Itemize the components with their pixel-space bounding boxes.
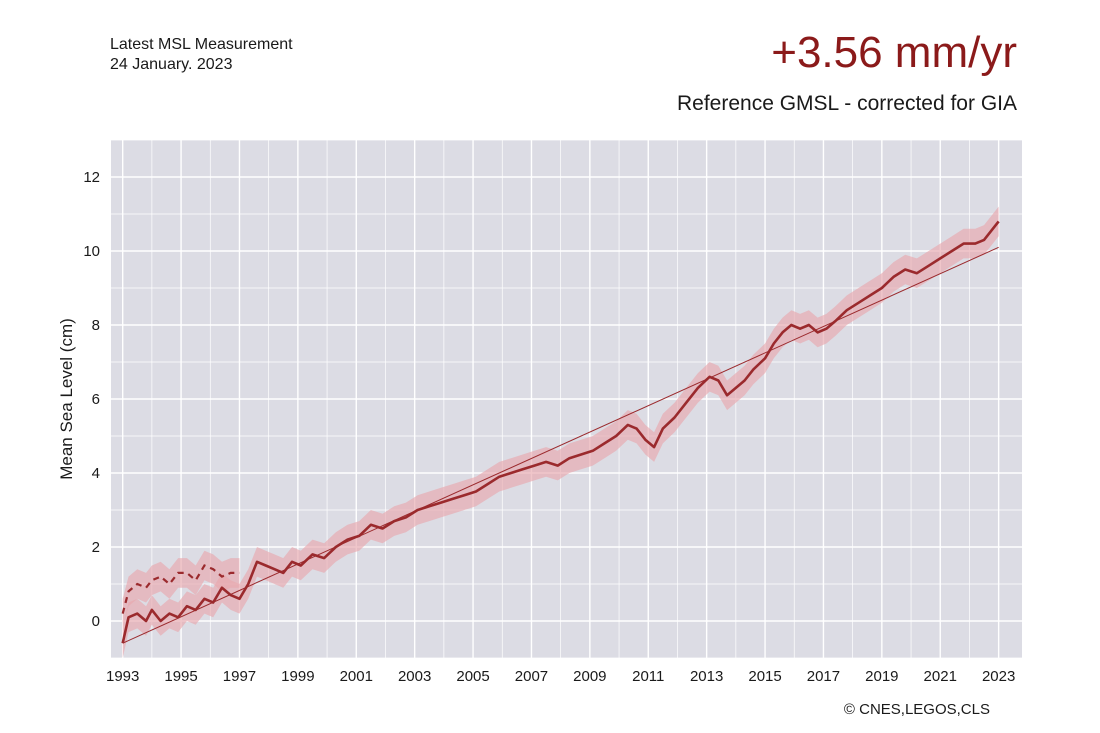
x-tick-label: 2013 [690, 668, 723, 685]
y-tick-label: 2 [92, 539, 100, 556]
x-tick-label: 2011 [632, 668, 664, 685]
uncertainty-band-dashed [122, 550, 240, 629]
x-tick-label: 2009 [573, 668, 606, 685]
x-tick-label: 1999 [281, 668, 314, 685]
trend-line [122, 246, 999, 644]
y-tick-label: 8 [92, 317, 100, 334]
gmsl-line [121, 220, 1000, 644]
copyright-text: © CNES,LEGOS,CLS [843, 701, 990, 718]
measurement-date: 24 January. 2023 [110, 56, 233, 73]
x-tick-label: 2015 [748, 668, 781, 685]
x-tick-label: 2021 [924, 668, 957, 685]
x-tick-label: 2023 [982, 668, 1015, 685]
x-tick-label: 2001 [340, 668, 373, 685]
x-tick-label: 2019 [865, 668, 898, 685]
x-tick-label: 1995 [164, 668, 197, 685]
y-tick-label: 6 [92, 391, 100, 408]
x-tick-label: 2007 [515, 668, 548, 685]
measurement-info: Latest MSL Measurement 24 January. 2023 [110, 35, 293, 75]
measurement-title: Latest MSL Measurement [110, 36, 293, 53]
y-axis-label: Mean Sea Level (cm) [57, 318, 76, 480]
x-tick-label: 1997 [223, 668, 256, 685]
gmsl-line-dashed [121, 564, 240, 614]
y-tick-label: 12 [83, 169, 100, 186]
x-tick-label: 1993 [106, 668, 139, 685]
x-tick-label: 2017 [807, 668, 840, 685]
uncertainty-band-solid [122, 206, 999, 658]
y-tick-label: 10 [83, 243, 100, 260]
rate-value: +3.56 mm/yr [771, 28, 1017, 77]
x-tick-label: 2005 [456, 668, 489, 685]
chart-subtitle: Reference GMSL - corrected for GIA [676, 92, 1017, 115]
y-tick-label: 4 [92, 465, 100, 482]
y-tick-label: 0 [92, 613, 100, 630]
x-tick-label: 2003 [398, 668, 431, 685]
